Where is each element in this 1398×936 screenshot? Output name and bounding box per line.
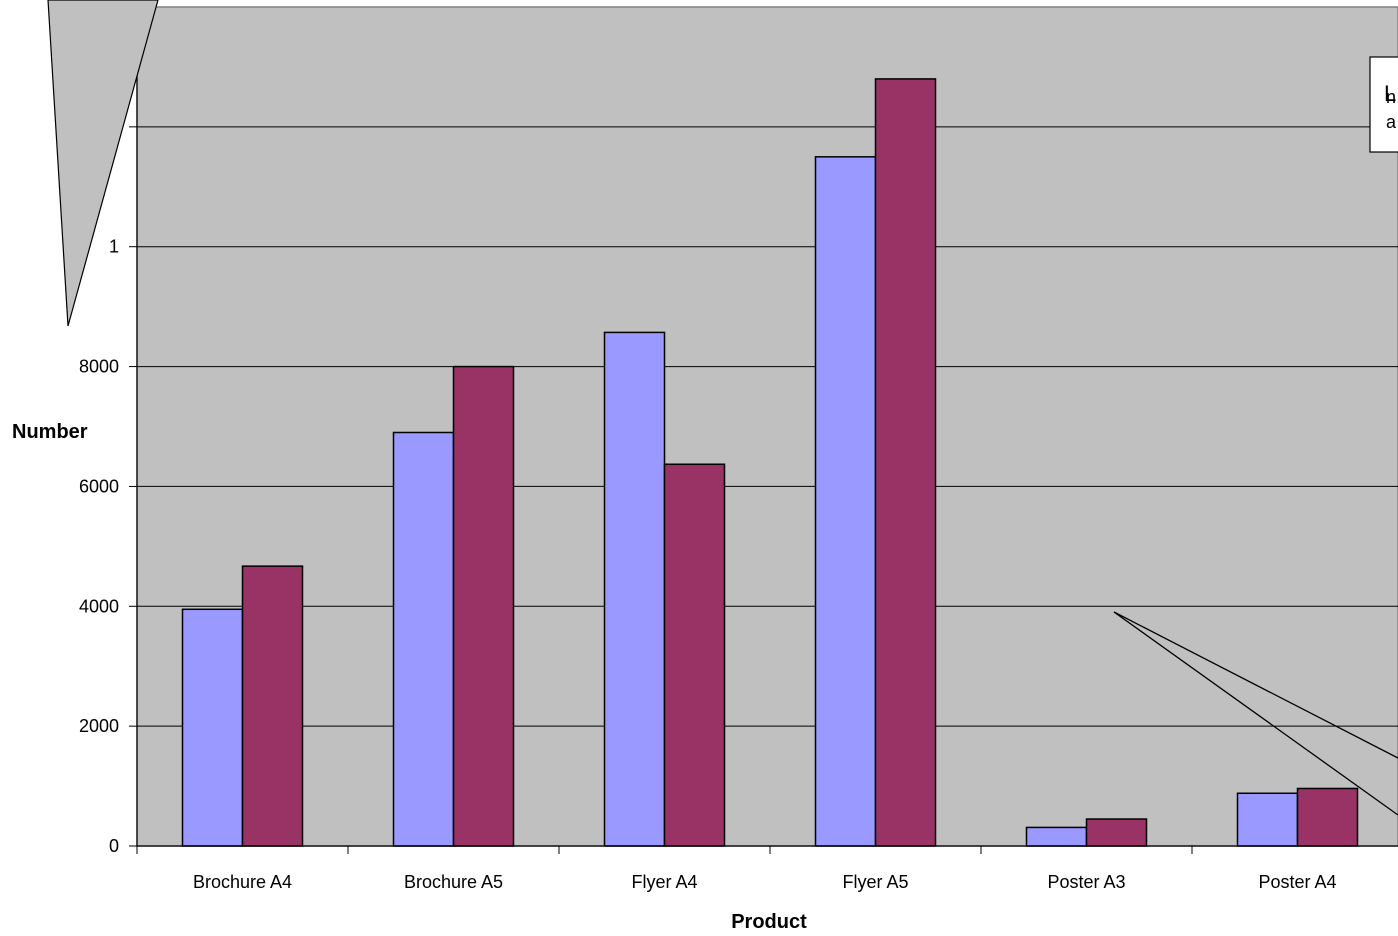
x-tick-label: Flyer A4: [631, 872, 697, 892]
bar-series-1: [1236, 792, 1299, 847]
callout-line-3: a: [1386, 112, 1397, 132]
callout-box-top-right: L n a: [1369, 56, 1398, 153]
y-tick-label: 6000: [79, 476, 119, 496]
axes-layer: 02000400060008000100Brochure A4Brochure …: [79, 7, 1398, 892]
bar-series-1: [392, 431, 455, 847]
y-tick-label: 2000: [79, 716, 119, 736]
bar-series-2: [1085, 818, 1148, 847]
y-tick-label: 4000: [79, 596, 119, 616]
plot-area: [136, 6, 1398, 847]
bar-series-1: [603, 331, 666, 847]
bar-series-2: [241, 565, 304, 847]
y-tick-label: 1: [109, 237, 119, 257]
callout-pointer-bottom-right: [1113, 611, 1398, 816]
plot-background: [136, 6, 1398, 847]
bar-series-2: [452, 365, 515, 847]
bar-series-1: [814, 156, 877, 847]
bar-series-2: [663, 463, 726, 847]
x-axis-title: Product: [731, 911, 807, 933]
y-axis-title: Number: [12, 421, 88, 443]
x-tick-label: Poster A4: [1258, 872, 1336, 892]
bar-series-1: [181, 608, 244, 847]
callout-line-2: n: [1386, 87, 1396, 107]
x-tick-label: Poster A3: [1047, 872, 1125, 892]
y-tick-label: 0: [109, 836, 119, 856]
callout-pointer-top-left: [47, 0, 159, 327]
bar-series-1: [1025, 826, 1088, 847]
x-tick-label: Brochure A4: [193, 872, 292, 892]
x-tick-label: Flyer A5: [842, 872, 908, 892]
y-tick-label: 8000: [79, 357, 119, 377]
bar-series-2: [874, 78, 937, 847]
x-tick-label: Brochure A5: [404, 872, 503, 892]
callout-line-1: L: [1384, 81, 1396, 106]
bar-series-2: [1296, 787, 1359, 847]
bars-layer: [181, 78, 1359, 847]
